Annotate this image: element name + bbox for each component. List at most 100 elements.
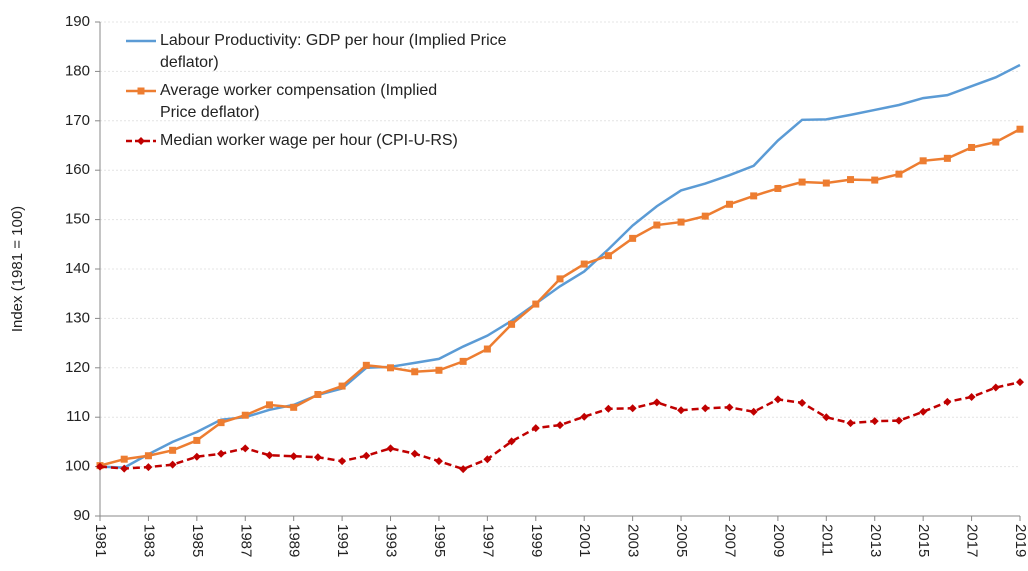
marker xyxy=(556,421,564,430)
legend-swatch xyxy=(126,39,156,43)
marker xyxy=(968,143,976,151)
y-axis-label: Index (1981 = 100) xyxy=(9,206,26,332)
y-tick-label: 160 xyxy=(65,161,90,178)
marker xyxy=(919,157,927,165)
marker xyxy=(168,460,177,469)
marker xyxy=(508,320,516,328)
legend-item: Median worker wage per hour (CPI-U-RS) xyxy=(125,130,660,152)
marker xyxy=(677,406,686,415)
marker xyxy=(773,395,782,404)
x-tick-label: 1991 xyxy=(334,524,351,557)
legend-marker xyxy=(137,137,145,145)
y-tick-label: 100 xyxy=(65,458,90,475)
marker xyxy=(895,170,903,178)
x-tick-label: 1995 xyxy=(431,524,448,557)
marker xyxy=(435,366,443,374)
y-tick-label: 140 xyxy=(65,260,90,277)
marker xyxy=(556,275,564,283)
legend-item: Average worker compensation (Implied Pri… xyxy=(125,80,470,124)
y-tick-label: 190 xyxy=(65,13,90,30)
marker xyxy=(652,398,661,407)
x-tick-label: 2017 xyxy=(964,524,981,557)
marker xyxy=(725,200,733,208)
y-tick-label: 150 xyxy=(65,211,90,228)
marker xyxy=(144,452,152,460)
marker xyxy=(434,457,443,466)
marker xyxy=(483,345,491,353)
x-tick-label: 1993 xyxy=(383,524,400,557)
x-tick-label: 1987 xyxy=(237,524,254,557)
marker xyxy=(580,412,589,421)
marker xyxy=(580,260,588,268)
marker xyxy=(532,300,540,308)
marker xyxy=(241,444,250,453)
x-tick-label: 1989 xyxy=(286,524,303,557)
marker xyxy=(483,455,492,464)
series-line xyxy=(99,63,1021,469)
marker xyxy=(193,436,201,444)
marker xyxy=(1016,125,1024,133)
marker xyxy=(750,192,758,200)
marker xyxy=(120,455,128,463)
marker xyxy=(919,407,928,416)
marker xyxy=(459,357,467,365)
marker xyxy=(314,390,322,398)
y-tick-label: 90 xyxy=(73,507,90,524)
y-tick-label: 120 xyxy=(65,359,90,376)
marker xyxy=(871,176,879,184)
legend-label: Median worker wage per hour (CPI-U-RS) xyxy=(160,132,458,149)
marker xyxy=(847,176,855,184)
marker xyxy=(290,403,298,411)
x-tick-label: 2003 xyxy=(625,524,642,557)
marker xyxy=(992,138,1000,146)
marker xyxy=(241,411,249,419)
series-line xyxy=(99,128,1021,467)
y-tick-label: 180 xyxy=(65,62,90,79)
legend-item: Labour Productivity: GDP per hour (Impli… xyxy=(125,30,520,74)
marker xyxy=(192,452,201,461)
x-tick-label: 1981 xyxy=(92,524,109,557)
x-tick-label: 2005 xyxy=(673,524,690,557)
x-tick-label: 2001 xyxy=(576,524,593,557)
marker xyxy=(217,419,225,427)
marker xyxy=(749,407,758,416)
marker xyxy=(338,457,347,466)
y-tick-label: 170 xyxy=(65,112,90,129)
legend-swatch xyxy=(126,137,156,145)
marker xyxy=(144,463,153,472)
legend-label: Labour Productivity: GDP per hour (Impli… xyxy=(160,32,507,71)
marker xyxy=(894,416,903,425)
marker xyxy=(120,464,129,473)
marker xyxy=(725,403,734,412)
marker xyxy=(604,404,613,413)
marker xyxy=(338,382,346,390)
marker xyxy=(411,368,419,376)
marker xyxy=(217,449,226,458)
x-tick-label: 2015 xyxy=(915,524,932,557)
marker xyxy=(870,417,879,426)
legend-swatch xyxy=(126,87,156,95)
marker xyxy=(798,398,807,407)
marker xyxy=(265,401,273,409)
marker xyxy=(507,437,516,446)
marker xyxy=(265,451,274,460)
marker xyxy=(386,444,395,453)
legend-label: Average worker compensation (Implied Pri… xyxy=(160,82,438,121)
marker xyxy=(822,413,831,422)
marker xyxy=(677,218,685,226)
legend-marker xyxy=(137,87,145,95)
x-tick-label: 2011 xyxy=(818,524,835,556)
x-tick-label: 2019 xyxy=(1012,524,1028,557)
y-tick-label: 110 xyxy=(66,408,90,425)
x-tick-label: 2009 xyxy=(770,524,787,557)
x-tick-label: 1985 xyxy=(189,524,206,557)
marker xyxy=(967,392,976,401)
marker xyxy=(629,234,637,242)
marker xyxy=(798,178,806,186)
x-tick-label: 1983 xyxy=(140,524,157,557)
marker xyxy=(701,404,710,413)
marker xyxy=(387,364,395,372)
marker xyxy=(943,154,951,162)
marker xyxy=(653,221,661,229)
